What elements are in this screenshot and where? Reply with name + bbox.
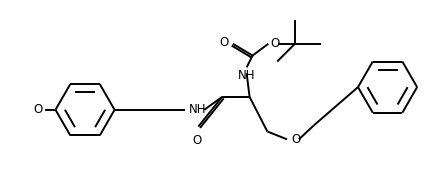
Text: NH: NH — [189, 103, 206, 116]
Text: NH: NH — [238, 69, 255, 82]
Text: O: O — [220, 36, 229, 49]
Text: O: O — [291, 133, 300, 146]
Text: O: O — [33, 103, 43, 116]
Text: O: O — [193, 134, 202, 147]
Text: O: O — [270, 37, 280, 50]
